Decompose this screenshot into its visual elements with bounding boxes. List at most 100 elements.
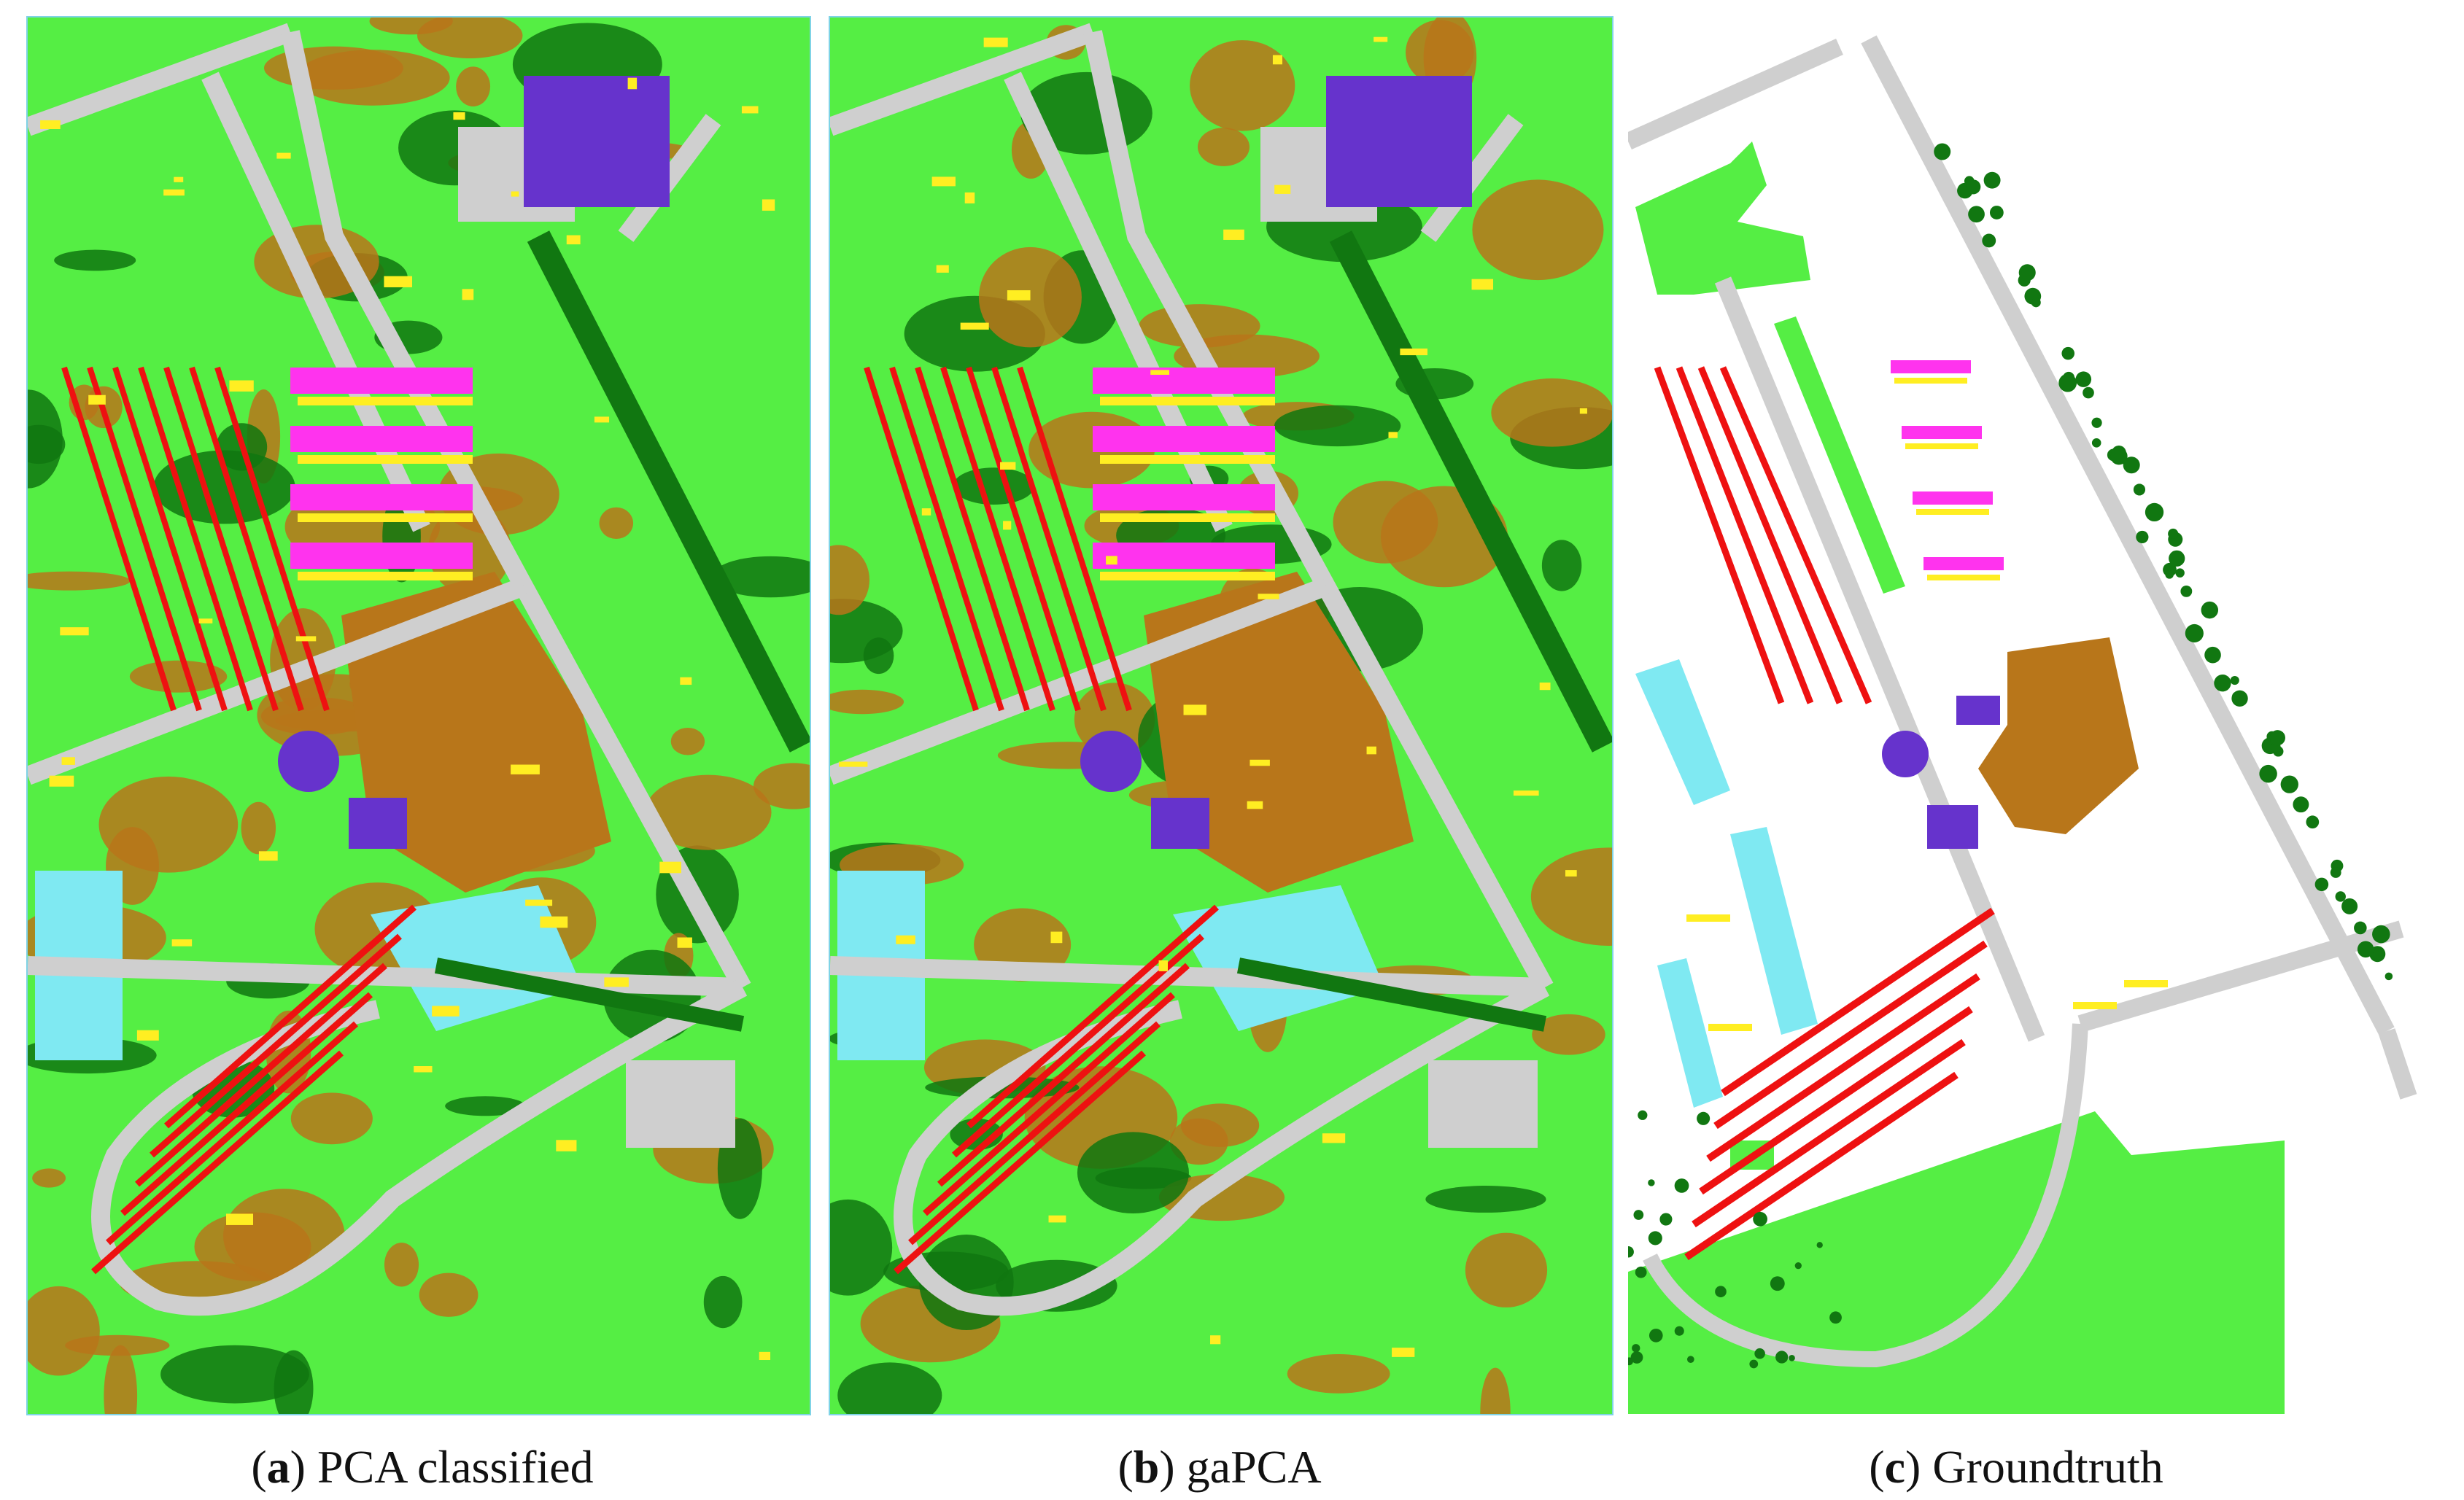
bitumen-region <box>1891 360 1971 373</box>
shadows-patch <box>556 1140 577 1151</box>
trees-region <box>2058 373 2077 392</box>
trees-region <box>1794 1262 1802 1270</box>
caption-c-label: c <box>1884 1441 1905 1493</box>
shadows-patch <box>1272 55 1283 65</box>
shadows-patch <box>896 935 915 944</box>
bare-soil-patch <box>1274 405 1401 447</box>
trees-patch <box>274 1350 314 1414</box>
trees-region <box>1630 1351 1643 1364</box>
trees-region <box>2354 921 2367 935</box>
trees-region <box>2133 483 2146 496</box>
asphalt-road <box>1643 1023 2088 1368</box>
trees-patch <box>1180 1103 1260 1147</box>
shadows-strip <box>1100 513 1275 522</box>
shadows-patch <box>1565 870 1577 877</box>
bare-soil-patch <box>1480 1367 1511 1414</box>
bricks-row <box>120 992 373 1216</box>
gravel-area <box>371 885 582 1031</box>
shadows-patch <box>839 761 868 767</box>
bricks-row <box>940 366 1055 712</box>
shadows-patch <box>1471 279 1494 290</box>
bricks-row <box>966 366 1081 712</box>
bare-soil-patch <box>830 1199 893 1296</box>
bricks-row <box>937 963 1190 1187</box>
asphalt-road <box>201 71 430 532</box>
panel-c-groundtruth-map <box>1628 18 2420 1414</box>
trees-region <box>2136 530 2149 544</box>
gt-content <box>1628 18 2420 1414</box>
shadows-patch <box>677 937 692 948</box>
asphalt-road <box>281 30 751 992</box>
trees-patch <box>599 507 634 540</box>
shadows-patch <box>1247 801 1263 809</box>
bare-soil-patch <box>1491 378 1612 447</box>
asphalt-road <box>91 979 748 1316</box>
shadows-patch <box>566 235 581 245</box>
trees-patch <box>104 1345 138 1414</box>
painted-metal-roof <box>349 798 407 849</box>
shadows-region <box>2073 1002 2117 1009</box>
bare-soil-patch <box>1406 20 1474 85</box>
painted-metal-roof <box>1080 731 1142 792</box>
bricks-row <box>991 366 1107 712</box>
shadows-patch <box>960 322 989 330</box>
shadows-patch <box>384 276 413 287</box>
shadows-patch <box>1050 931 1063 944</box>
map-content <box>830 18 1612 1414</box>
bitumen-region <box>1902 426 1982 439</box>
bricks-region <box>1684 1071 1959 1261</box>
trees-region <box>1648 1231 1662 1246</box>
trees-region <box>2335 891 2346 902</box>
trees-region <box>1934 143 1951 160</box>
shadows-patch <box>1374 36 1388 42</box>
bare-soil-patch <box>1077 1132 1189 1214</box>
trees-region <box>2293 796 2309 813</box>
gravel-region <box>1657 958 1723 1108</box>
shadows-patch <box>276 152 291 159</box>
trees-patch <box>837 1362 942 1414</box>
bricks-row <box>864 366 979 712</box>
trees-region <box>1789 1355 1795 1361</box>
shadows-patch <box>258 851 278 861</box>
shadows-region <box>1708 1024 1752 1031</box>
bare-soil-patch <box>445 1096 526 1116</box>
shadows-patch <box>462 289 474 300</box>
trees-region <box>2232 691 2241 700</box>
trees-region <box>1816 1242 1823 1248</box>
trees-region <box>2259 764 2277 783</box>
shadows-strip <box>298 572 473 580</box>
bricks-region <box>1699 1006 1973 1195</box>
shadows-patch <box>741 106 759 114</box>
shadows-patch <box>659 861 681 874</box>
bitumen-roof <box>290 368 473 394</box>
shadows-patch <box>136 1030 159 1041</box>
shadows-patch <box>1150 370 1170 375</box>
trees-region <box>2269 730 2285 746</box>
asphalt-road <box>1714 276 2045 1042</box>
shadows-patch <box>1003 521 1012 530</box>
painted-metal-roof <box>1151 798 1209 849</box>
trees-region <box>1749 1359 1759 1369</box>
shadows-patch <box>49 775 74 787</box>
asphalt-building <box>626 1060 735 1148</box>
asphalt-building <box>1428 1060 1538 1148</box>
shadows-patch <box>1322 1133 1346 1143</box>
shadows-patch <box>604 977 629 987</box>
bricks-row <box>923 992 1175 1216</box>
trees-region <box>1715 1286 1727 1298</box>
bricks-region <box>1721 907 1995 1097</box>
trees-region <box>2214 674 2231 692</box>
meadows-region <box>1635 141 1810 295</box>
bare-soil-patch <box>1287 1354 1390 1394</box>
trees-region <box>1968 206 1985 223</box>
trees-region <box>2175 568 2185 578</box>
shadows-region <box>1686 914 1730 922</box>
bare-soil-patch <box>384 1243 419 1287</box>
bricks-row <box>135 963 387 1187</box>
bricks-region <box>1692 1038 1966 1228</box>
asphalt-road <box>830 956 1546 997</box>
shadows-patch <box>983 37 1008 47</box>
bare-soil-patch <box>241 801 276 855</box>
bare-soil-patch <box>28 1286 100 1376</box>
trees-region <box>1753 1211 1767 1227</box>
